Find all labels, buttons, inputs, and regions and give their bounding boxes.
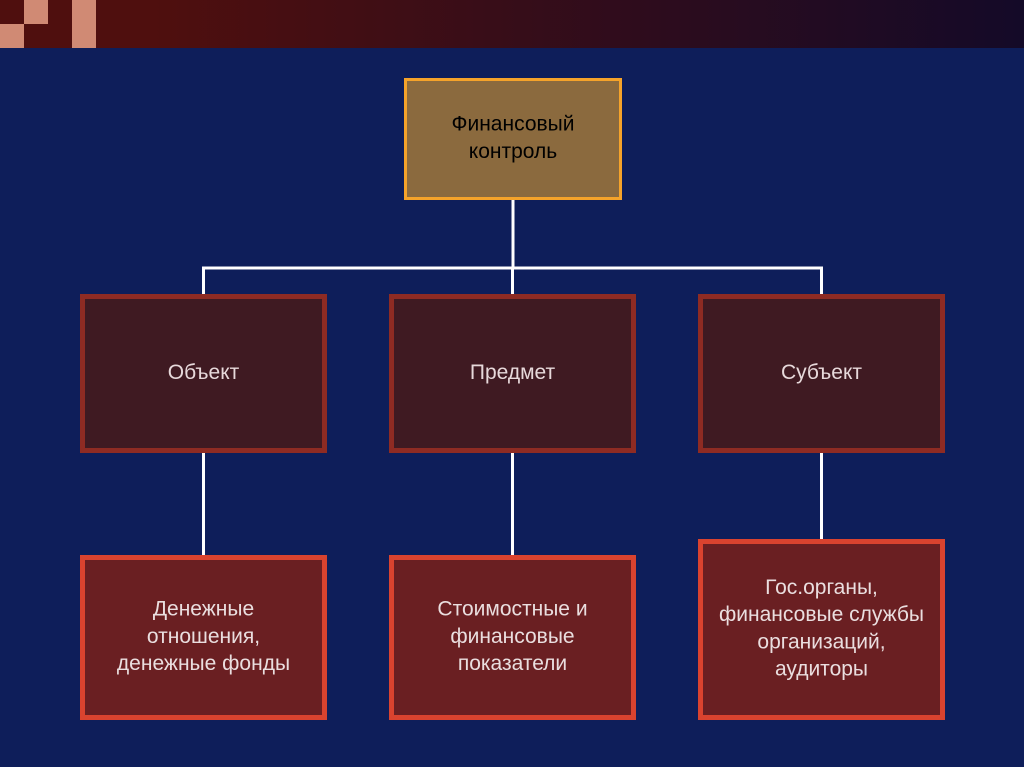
node-mid3: Субъект <box>701 297 943 451</box>
node-label: контроль <box>469 140 557 163</box>
node-label: Стоимостные и <box>437 597 587 620</box>
node-mid2: Предмет <box>392 297 634 451</box>
node-label: организаций, <box>757 630 885 653</box>
node-label: Денежные <box>153 597 254 620</box>
node-label: аудиторы <box>775 658 868 681</box>
decorative-checker <box>0 0 96 48</box>
node-label: финансовые службы <box>719 603 924 626</box>
node-label: Предмет <box>470 361 556 384</box>
node-leaf3: Гос.органы, финансовые службы организаций,… <box>701 542 943 718</box>
node-label: отношения, <box>147 625 260 648</box>
node-mid1: Объект <box>83 297 325 451</box>
node-label: показатели <box>458 652 567 675</box>
node-label: финансовые <box>450 625 574 648</box>
node-label: Субъект <box>781 361 862 384</box>
node-label: Финансовый <box>452 113 575 136</box>
node-label: Гос.органы, <box>765 576 878 599</box>
node-leaf1: Денежные отношения, денежные фонды <box>83 558 325 718</box>
diagram-canvas: Финансовый контроль Объект Предмет Субъект Де… <box>0 0 1024 767</box>
node-root: Финансовый контроль <box>406 80 621 199</box>
node-label: денежные фонды <box>117 652 290 675</box>
node-leaf2: Стоимостные и финансовые показатели <box>392 558 634 718</box>
node-label: Объект <box>168 361 240 384</box>
